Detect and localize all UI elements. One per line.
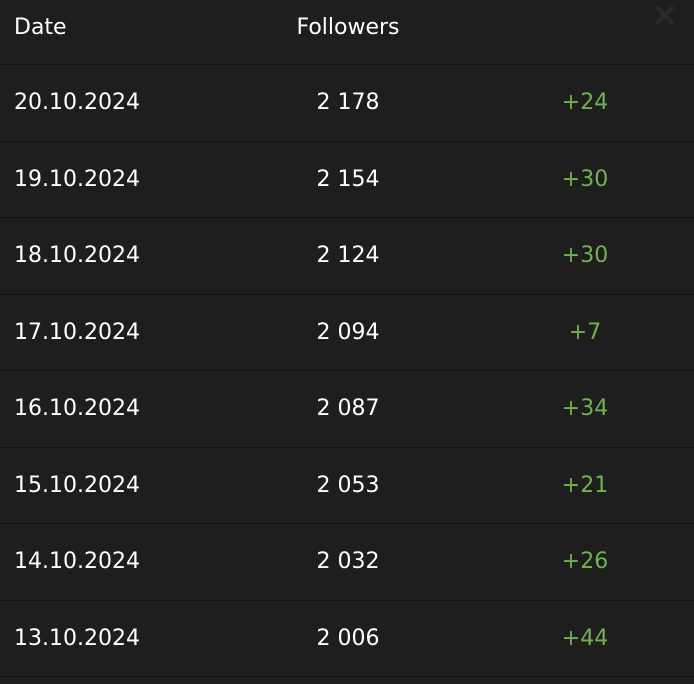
row-date: 17.10.2024 (14, 319, 140, 345)
table-row: 19.10.2024 2 154 +30 (0, 142, 694, 218)
row-date: 16.10.2024 (14, 396, 140, 422)
row-change: +30 (561, 166, 609, 192)
date-column-header: Date (14, 15, 67, 40)
row-followers-count: 2 053 (316, 472, 380, 498)
table-row: 15.10.2024 2 053 +21 (0, 448, 694, 524)
row-change: +26 (561, 549, 609, 575)
row-followers-count: 2 178 (316, 90, 380, 116)
close-button[interactable] (650, 2, 680, 28)
row-followers-count: 2 006 (316, 625, 380, 651)
row-change: +30 (561, 243, 609, 269)
table-header: Date Followers (0, 0, 694, 65)
row-change: +24 (561, 90, 609, 116)
row-followers-count: 2 032 (316, 549, 380, 575)
table-row: 18.10.2024 2 124 +30 (0, 218, 694, 295)
row-change: +7 (568, 319, 602, 345)
close-icon (656, 6, 674, 24)
row-followers-count: 2 124 (316, 243, 380, 269)
row-change: +44 (561, 625, 609, 651)
row-date: 20.10.2024 (14, 90, 140, 116)
row-change: +34 (561, 396, 609, 422)
table-row: 16.10.2024 2 087 +34 (0, 371, 694, 448)
followers-column-header: Followers (296, 15, 400, 40)
table-row: 17.10.2024 2 094 +7 (0, 295, 694, 371)
row-followers-count: 2 087 (316, 396, 380, 422)
table-row: 13.10.2024 2 006 +44 (0, 601, 694, 677)
row-date: 18.10.2024 (14, 243, 140, 269)
row-date: 15.10.2024 (14, 472, 140, 498)
row-change: +21 (561, 472, 609, 498)
row-followers-count: 2 094 (316, 319, 380, 345)
row-date: 14.10.2024 (14, 549, 140, 575)
row-date: 19.10.2024 (14, 166, 140, 192)
row-date: 13.10.2024 (14, 625, 140, 651)
table-row: 20.10.2024 2 178 +24 (0, 65, 694, 142)
followers-table-body: 20.10.2024 2 178 +24 19.10.2024 2 154 +3… (0, 65, 694, 677)
row-followers-count: 2 154 (316, 166, 380, 192)
table-row: 14.10.2024 2 032 +26 (0, 524, 694, 601)
